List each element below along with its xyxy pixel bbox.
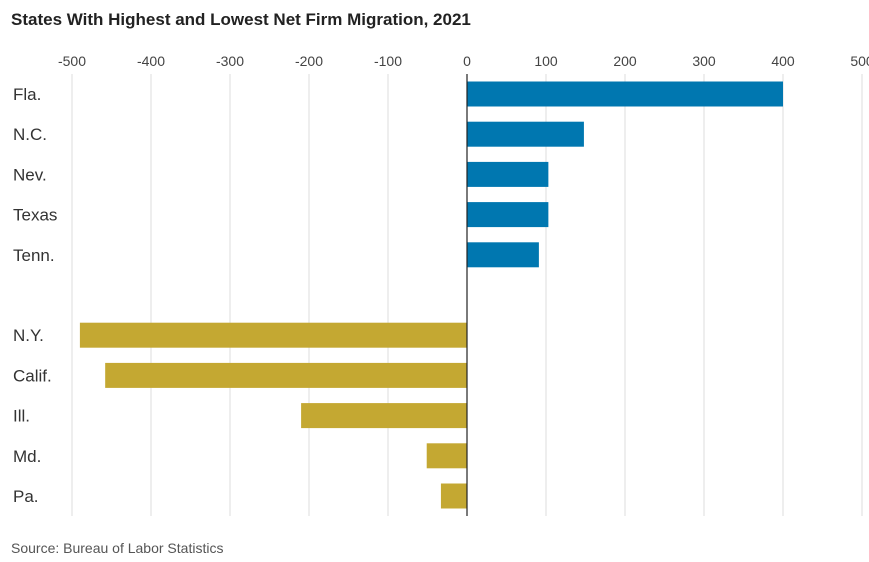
- x-tick-label: 500: [850, 53, 869, 69]
- category-label: Texas: [13, 206, 57, 225]
- category-label: N.C.: [13, 125, 47, 144]
- x-tick-label: 300: [692, 53, 716, 69]
- category-label: Ill.: [13, 407, 30, 426]
- bars: [79, 81, 783, 509]
- chart-title: States With Highest and Lowest Net Firm …: [11, 10, 471, 29]
- bar-ny: [79, 322, 468, 348]
- category-label: Fla.: [13, 85, 41, 104]
- grid-lines: [71, 74, 863, 516]
- source-note: Source: Bureau of Labor Statistics: [11, 540, 224, 556]
- bar-nev: [467, 161, 549, 187]
- x-tick-label: 400: [771, 53, 795, 69]
- category-label: Tenn.: [13, 246, 55, 265]
- bar-tenn: [467, 242, 539, 268]
- x-tick-label: 0: [463, 53, 471, 69]
- x-tick-label: 200: [613, 53, 637, 69]
- category-label: Pa.: [13, 487, 39, 506]
- bar-fla: [467, 81, 783, 107]
- x-tick-label: -300: [216, 53, 244, 69]
- bar-nc: [467, 121, 584, 147]
- x-tick-label: -500: [58, 53, 86, 69]
- category-label: Md.: [13, 447, 41, 466]
- x-tick-label: -200: [295, 53, 323, 69]
- category-label: N.Y.: [13, 326, 44, 345]
- category-label: Nev.: [13, 165, 47, 184]
- bar-md: [426, 443, 467, 469]
- bar-texas: [467, 202, 549, 228]
- x-axis-tick-labels: -500 -400 -300 -200 -100 0 100 200 300 400 500: [58, 53, 869, 69]
- bar-pa: [440, 483, 467, 509]
- x-tick-label: -400: [137, 53, 165, 69]
- category-label: Calif.: [13, 366, 52, 385]
- x-tick-label: -100: [374, 53, 402, 69]
- category-labels: Fla. N.C. Nev. Texas Tenn. N.Y. Calif. Ill. Md. P…: [13, 85, 57, 506]
- bar-calif: [105, 362, 468, 388]
- x-tick-label: 100: [534, 53, 558, 69]
- bar-ill: [301, 403, 467, 429]
